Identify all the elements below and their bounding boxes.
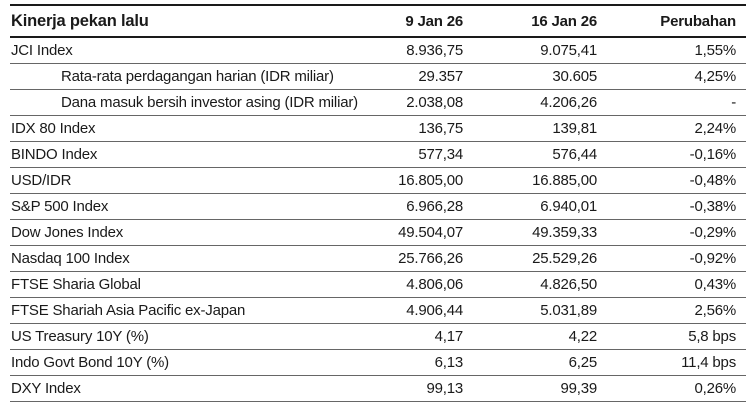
value-last-week: 25.529,26 xyxy=(532,250,597,267)
value-last-week: 139,81 xyxy=(552,120,597,137)
value-prev-week: 99,13 xyxy=(426,380,463,397)
value-prev-week: 16.805,00 xyxy=(398,172,463,189)
value-last-week: 99,39 xyxy=(560,380,597,397)
table-row: Dana masuk bersih investor asing (IDR mi… xyxy=(10,90,746,116)
table-row: Rata-rata perdagangan harian (IDR miliar… xyxy=(10,64,746,90)
table-body: JCI Index 8.936,75 9.075,41 1,55% Rata-r… xyxy=(10,38,746,402)
value-change: 0,43% xyxy=(694,276,736,293)
value-last-week: 576,44 xyxy=(552,146,597,163)
value-change: 5,8 bps xyxy=(688,328,736,345)
value-change: 11,4 bps xyxy=(681,354,736,371)
table-header-row: Kinerja pekan lalu 9 Jan 26 16 Jan 26 Pe… xyxy=(10,6,746,38)
table-row: DXY Index 99,13 99,39 0,26% xyxy=(10,376,746,402)
table-row: JCI Index 8.936,75 9.075,41 1,55% xyxy=(10,38,746,64)
table-row: IDX 80 Index 136,75 139,81 2,24% xyxy=(10,116,746,142)
row-label: FTSE Shariah Asia Pacific ex-Japan xyxy=(11,302,246,319)
value-change: 0,26% xyxy=(694,380,736,397)
value-last-week: 4,22 xyxy=(568,328,598,345)
column-header-prev-week: 9 Jan 26 xyxy=(405,12,463,30)
row-label: Indo Govt Bond 10Y (%) xyxy=(11,354,169,371)
value-prev-week: 4,17 xyxy=(434,328,464,345)
value-prev-week: 577,34 xyxy=(418,146,463,163)
value-last-week: 9.075,41 xyxy=(540,42,597,59)
value-change: -0,38% xyxy=(689,198,737,215)
row-label: FTSE Sharia Global xyxy=(11,276,141,293)
value-prev-week: 29.357 xyxy=(418,68,463,85)
value-last-week: 6,25 xyxy=(568,354,598,371)
value-change: -0,48% xyxy=(689,172,737,189)
value-prev-week: 25.766,26 xyxy=(398,250,463,267)
table-title: Kinerja pekan lalu xyxy=(11,11,149,30)
row-label: Nasdaq 100 Index xyxy=(11,250,130,267)
value-last-week: 49.359,33 xyxy=(532,224,597,241)
value-change: 1,55% xyxy=(694,42,736,59)
row-label: Rata-rata perdagangan harian (IDR miliar… xyxy=(61,68,334,85)
value-prev-week: 136,75 xyxy=(418,120,463,137)
row-label: US Treasury 10Y (%) xyxy=(11,328,149,345)
table-row: BINDO Index 577,34 576,44 -0,16% xyxy=(10,142,746,168)
table-row: Nasdaq 100 Index 25.766,26 25.529,26 -0,… xyxy=(10,246,746,272)
value-last-week: 16.885,00 xyxy=(532,172,597,189)
row-label: IDX 80 Index xyxy=(11,120,96,137)
table-row: USD/IDR 16.805,00 16.885,00 -0,48% xyxy=(10,168,746,194)
value-prev-week: 2.038,08 xyxy=(406,94,463,111)
table-row: Indo Govt Bond 10Y (%) 6,13 6,25 11,4 bp… xyxy=(10,350,746,376)
performance-table: Kinerja pekan lalu 9 Jan 26 16 Jan 26 Pe… xyxy=(10,4,746,402)
value-last-week: 6.940,01 xyxy=(540,198,597,215)
value-prev-week: 6.966,28 xyxy=(406,198,463,215)
table-row: S&P 500 Index 6.966,28 6.940,01 -0,38% xyxy=(10,194,746,220)
value-change: 4,25% xyxy=(694,68,736,85)
column-header-change: Perubahan xyxy=(660,12,736,30)
value-change: -0,16% xyxy=(689,146,737,163)
value-change: - xyxy=(731,94,736,111)
value-prev-week: 6,13 xyxy=(434,354,464,371)
value-prev-week: 4.806,06 xyxy=(406,276,463,293)
row-label: BINDO Index xyxy=(11,146,98,163)
value-change: -0,29% xyxy=(689,224,737,241)
value-prev-week: 49.504,07 xyxy=(398,224,463,241)
value-last-week: 4.206,26 xyxy=(540,94,597,111)
value-last-week: 30.605 xyxy=(552,68,597,85)
row-label: JCI Index xyxy=(11,42,73,59)
table-row: FTSE Sharia Global 4.806,06 4.826,50 0,4… xyxy=(10,272,746,298)
value-change: 2,24% xyxy=(694,120,736,137)
value-change: 2,56% xyxy=(694,302,736,319)
value-change: -0,92% xyxy=(689,250,737,267)
value-last-week: 5.031,89 xyxy=(540,302,597,319)
table-row: FTSE Shariah Asia Pacific ex-Japan 4.906… xyxy=(10,298,746,324)
value-prev-week: 8.936,75 xyxy=(406,42,463,59)
row-label: USD/IDR xyxy=(11,172,72,189)
table-row: Dow Jones Index 49.504,07 49.359,33 -0,2… xyxy=(10,220,746,246)
table-row: US Treasury 10Y (%) 4,17 4,22 5,8 bps xyxy=(10,324,746,350)
value-prev-week: 4.906,44 xyxy=(406,302,463,319)
column-header-last-week: 16 Jan 26 xyxy=(531,12,597,30)
row-label: DXY Index xyxy=(11,380,81,397)
row-label: Dow Jones Index xyxy=(11,224,124,241)
value-last-week: 4.826,50 xyxy=(540,276,597,293)
row-label: S&P 500 Index xyxy=(11,198,109,215)
row-label: Dana masuk bersih investor asing (IDR mi… xyxy=(61,94,358,111)
